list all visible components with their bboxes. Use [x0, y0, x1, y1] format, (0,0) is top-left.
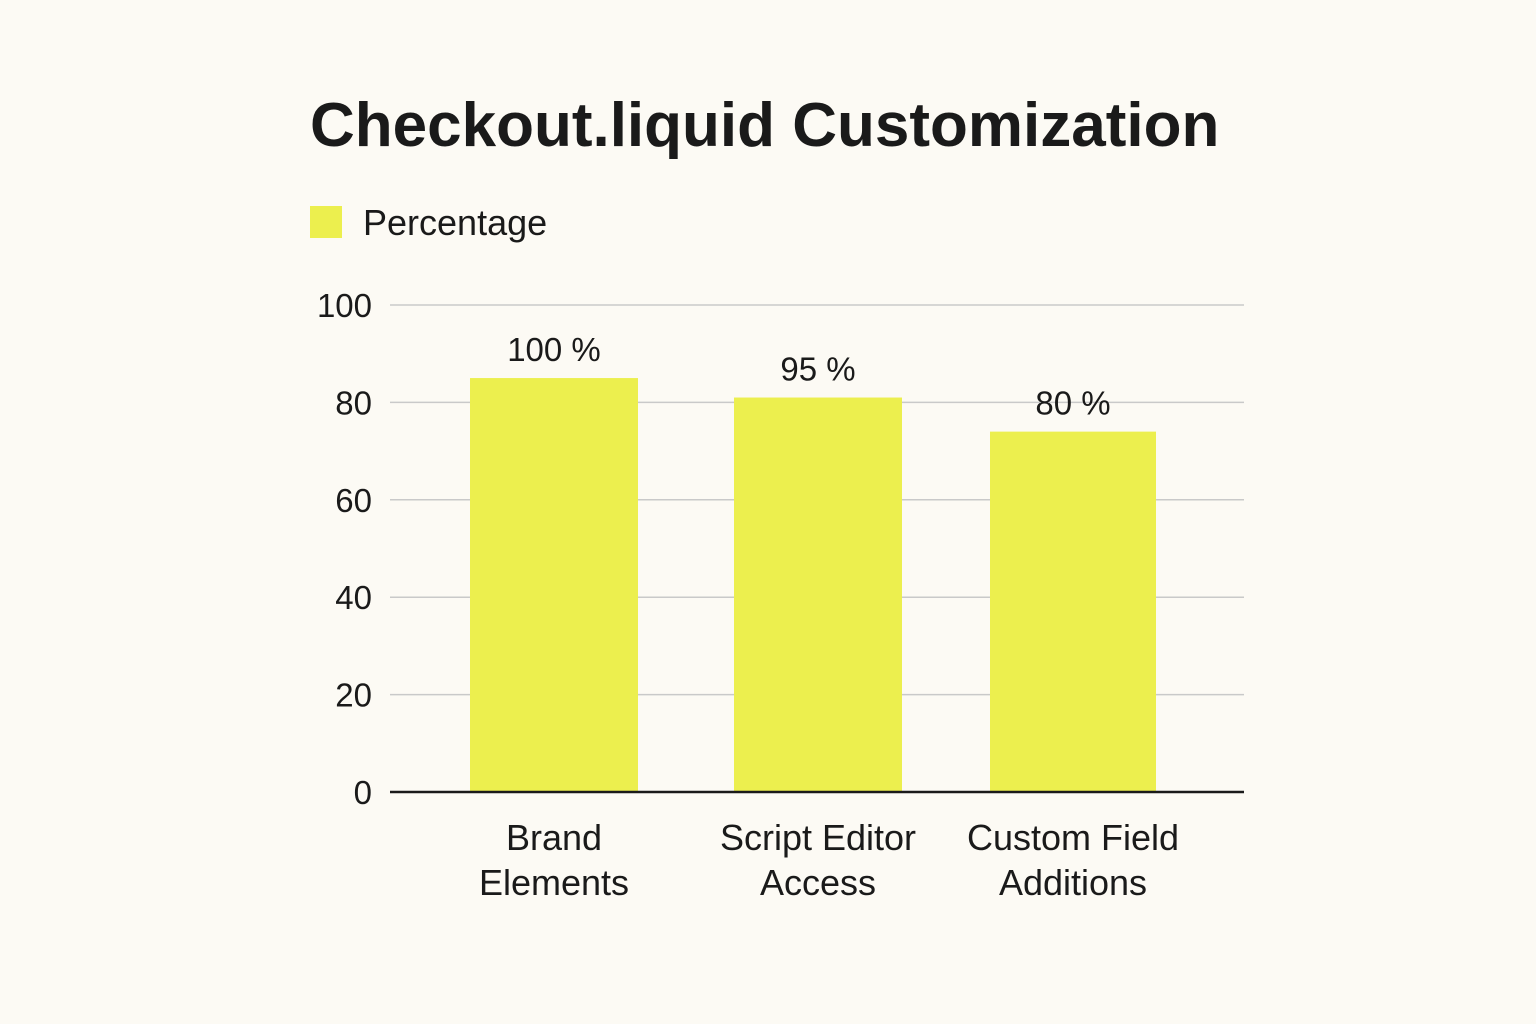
legend-swatch [310, 206, 342, 238]
y-tick-label: 0 [354, 774, 372, 811]
legend-label: Percentage [363, 202, 547, 243]
y-tick-label: 80 [335, 384, 372, 421]
data-label: 80 % [1035, 385, 1110, 422]
x-tick-label: Script Editor [720, 817, 916, 858]
y-tick-label: 100 [317, 287, 372, 324]
y-tick-label: 60 [335, 482, 372, 519]
bar [734, 397, 902, 792]
y-tick-label: 40 [335, 579, 372, 616]
y-tick-label: 20 [335, 677, 372, 714]
x-tick-label: Custom Field [967, 817, 1179, 858]
x-tick-label: Additions [999, 862, 1147, 903]
data-label: 100 % [507, 331, 601, 368]
bar [470, 378, 638, 792]
x-tick-label: Elements [479, 862, 629, 903]
y-axis: 0 20 40 60 80 100 [317, 287, 372, 811]
bars [470, 378, 1156, 792]
data-labels: 100 % 95 % 80 % [507, 331, 1110, 422]
bar [990, 431, 1156, 792]
x-tick-label: Access [760, 862, 876, 903]
data-label: 95 % [780, 351, 855, 388]
chart-title: Checkout.liquid Customization [310, 91, 1219, 160]
x-tick-label: Brand [506, 817, 602, 858]
